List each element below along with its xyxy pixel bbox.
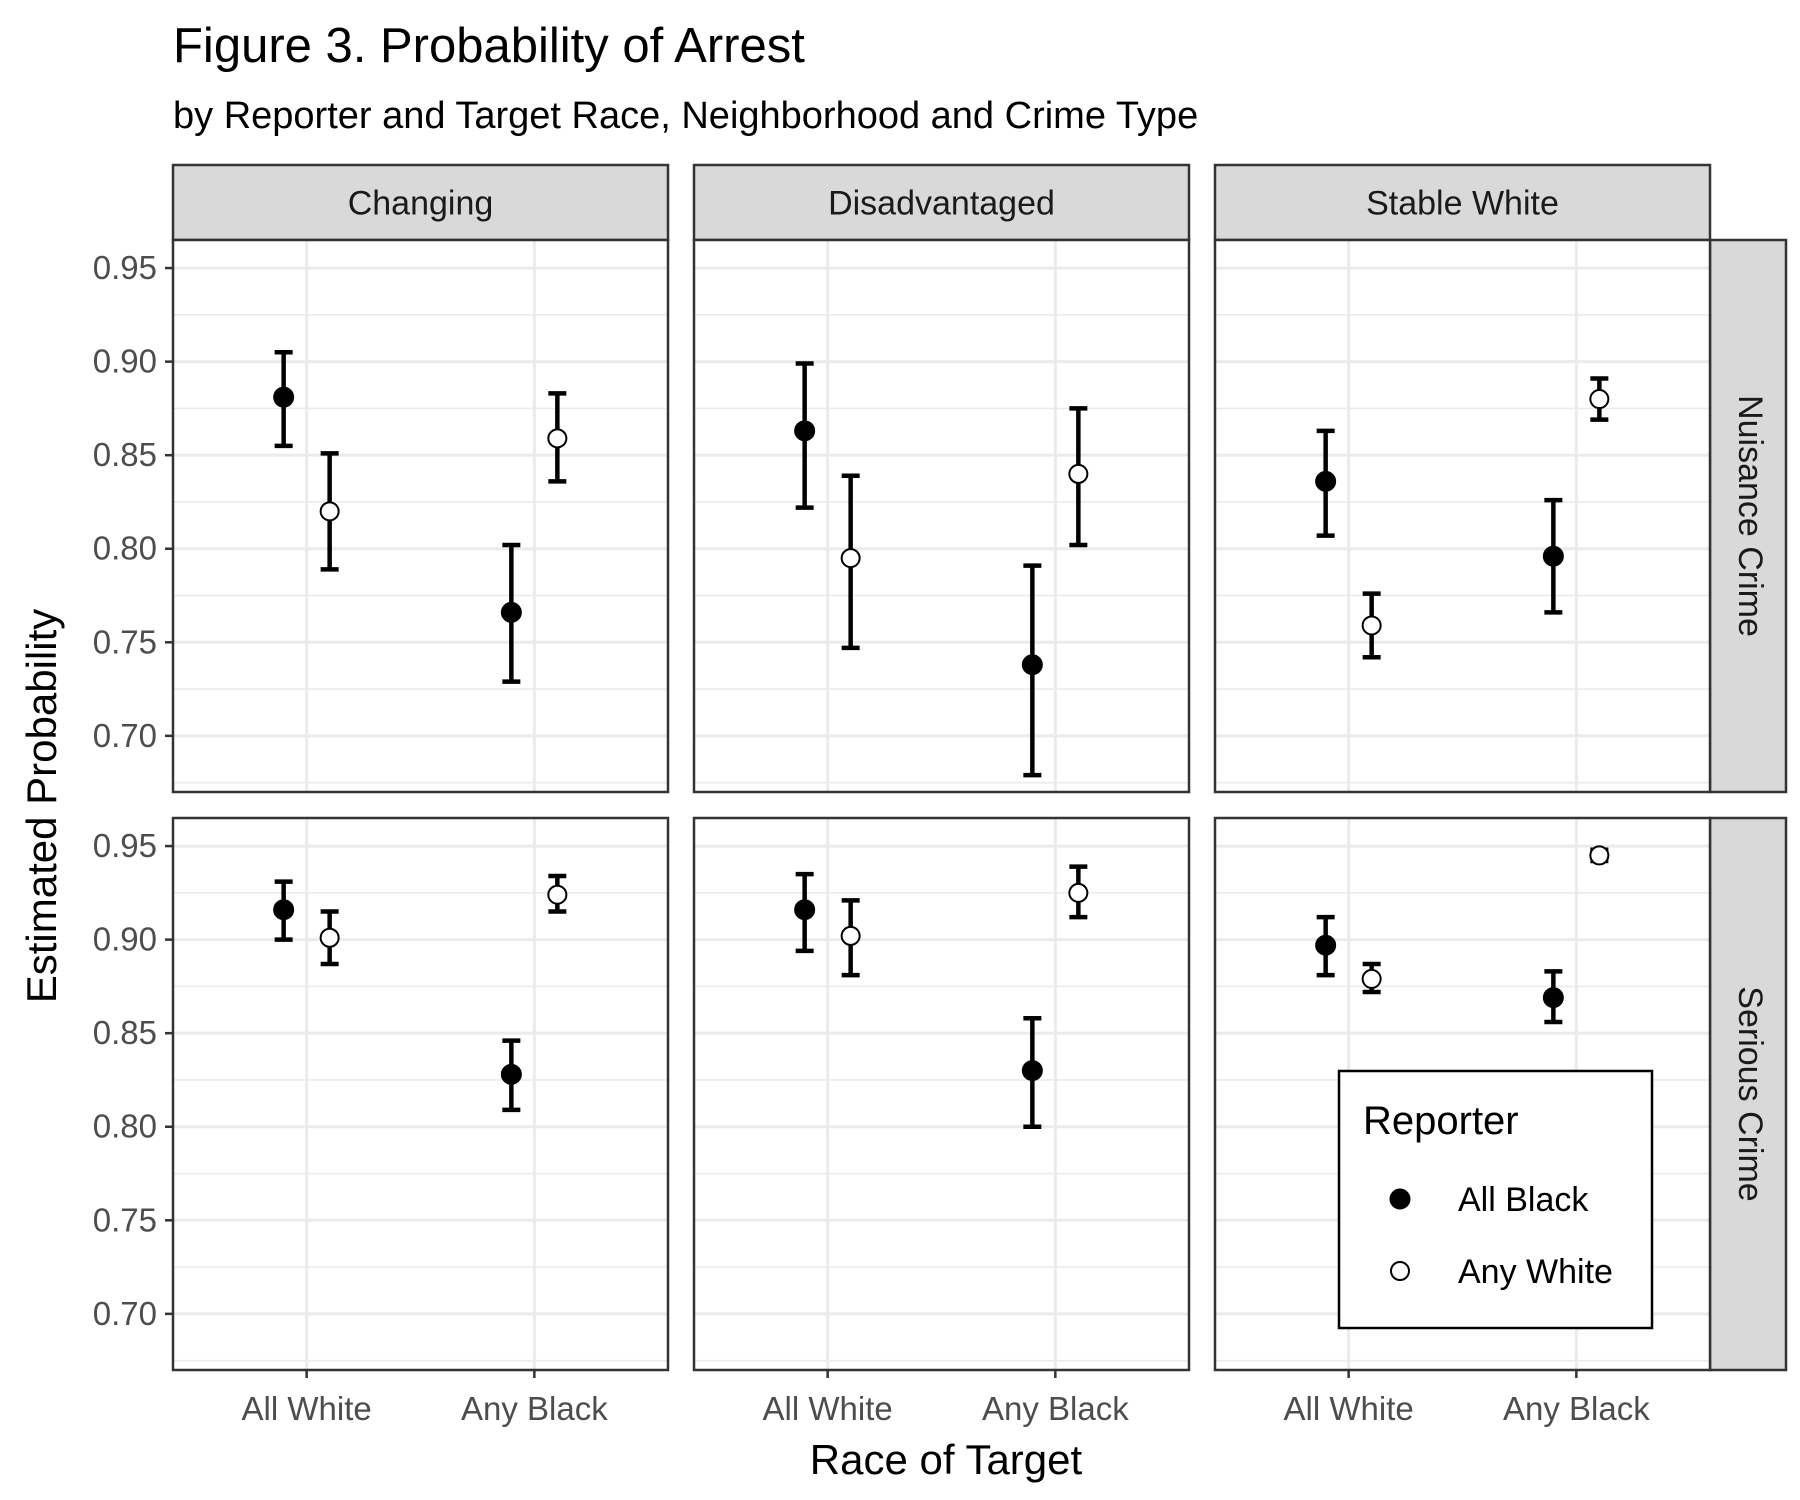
- panel-border: [692, 816, 1191, 1372]
- x-tick-label: Any Black: [461, 1390, 608, 1427]
- strip-column: [692, 163, 1191, 242]
- x-tick-label: Any Black: [982, 1390, 1129, 1427]
- point-all-black: [1021, 1060, 1043, 1082]
- point-any-white: [319, 927, 340, 948]
- point-all-black: [1542, 545, 1564, 567]
- y-tick-label: 0.80: [93, 530, 157, 567]
- panel-background: [694, 818, 1189, 1370]
- point-any-white: [1068, 463, 1089, 484]
- strip-row-label: Nuisance Crime: [1731, 395, 1769, 637]
- chart-subtitle: by Reporter and Target Race, Neighborhoo…: [173, 95, 1198, 137]
- panel-background: [173, 240, 668, 792]
- legend-key-all-black: [1389, 1188, 1411, 1210]
- point-all-black: [1315, 934, 1337, 956]
- panel-background: [1215, 240, 1710, 792]
- point-any-white: [840, 548, 861, 569]
- y-axis-title: Estimated Probability: [18, 609, 65, 1004]
- strip-row: [1708, 816, 1788, 1372]
- y-tick-label: 0.90: [93, 921, 157, 958]
- point-all-black: [273, 386, 295, 408]
- strip-column-label: Stable White: [1366, 185, 1559, 223]
- strip-row-label: Serious Crime: [1731, 986, 1769, 1201]
- panel-border: [171, 238, 670, 794]
- point-any-white: [319, 501, 340, 522]
- legend-key-any-white: [1390, 1261, 1410, 1281]
- legend-label: Any White: [1458, 1253, 1613, 1291]
- y-tick-label: 0.95: [93, 827, 157, 864]
- point-all-black: [1021, 654, 1043, 676]
- panel-border: [1213, 816, 1712, 1372]
- y-tick-label: 0.75: [93, 623, 157, 660]
- strip-column: [171, 163, 670, 242]
- strip-column-label: Changing: [348, 185, 494, 223]
- strip-row: [1708, 238, 1788, 794]
- x-tick-label: Any Black: [1503, 1390, 1650, 1427]
- y-tick-label: 0.70: [93, 1295, 157, 1332]
- point-all-black: [1315, 470, 1337, 492]
- y-tick-label: 0.85: [93, 436, 157, 473]
- point-any-white: [1589, 845, 1610, 866]
- legend-label: All Black: [1458, 1181, 1589, 1219]
- point-any-white: [1589, 389, 1610, 410]
- x-tick-label: All White: [242, 1390, 372, 1427]
- panel-background: [694, 240, 1189, 792]
- panel-border: [692, 238, 1191, 794]
- point-all-black: [794, 420, 816, 442]
- strip-column: [1213, 163, 1712, 242]
- point-any-white: [1068, 882, 1089, 903]
- point-any-white: [547, 428, 568, 449]
- y-tick-label: 0.85: [93, 1014, 157, 1051]
- y-tick-label: 0.70: [93, 717, 157, 754]
- point-all-black: [500, 601, 522, 623]
- y-tick-label: 0.80: [93, 1108, 157, 1145]
- x-axis-title: Race of Target: [810, 1436, 1083, 1483]
- point-any-white: [547, 884, 568, 905]
- legend: Reporter All Black Any White: [1337, 1069, 1654, 1330]
- strip-column-label: Disadvantaged: [828, 185, 1055, 223]
- y-tick-label: 0.90: [93, 343, 157, 380]
- x-tick-label: All White: [1284, 1390, 1414, 1427]
- panel-background: [173, 818, 668, 1370]
- x-tick-label: All White: [763, 1390, 893, 1427]
- point-any-white: [1361, 615, 1382, 636]
- y-tick-label: 0.75: [93, 1201, 157, 1238]
- point-all-black: [794, 899, 816, 921]
- point-all-black: [273, 899, 295, 921]
- legend-title: Reporter: [1363, 1099, 1519, 1143]
- panel-border: [171, 816, 670, 1372]
- y-tick-label: 0.95: [93, 249, 157, 286]
- point-any-white: [840, 925, 861, 946]
- panel-border: [1213, 238, 1712, 794]
- point-all-black: [1542, 987, 1564, 1009]
- point-all-black: [500, 1063, 522, 1085]
- point-any-white: [1361, 968, 1382, 989]
- chart-title: Figure 3. Probability of Arrest: [173, 19, 805, 73]
